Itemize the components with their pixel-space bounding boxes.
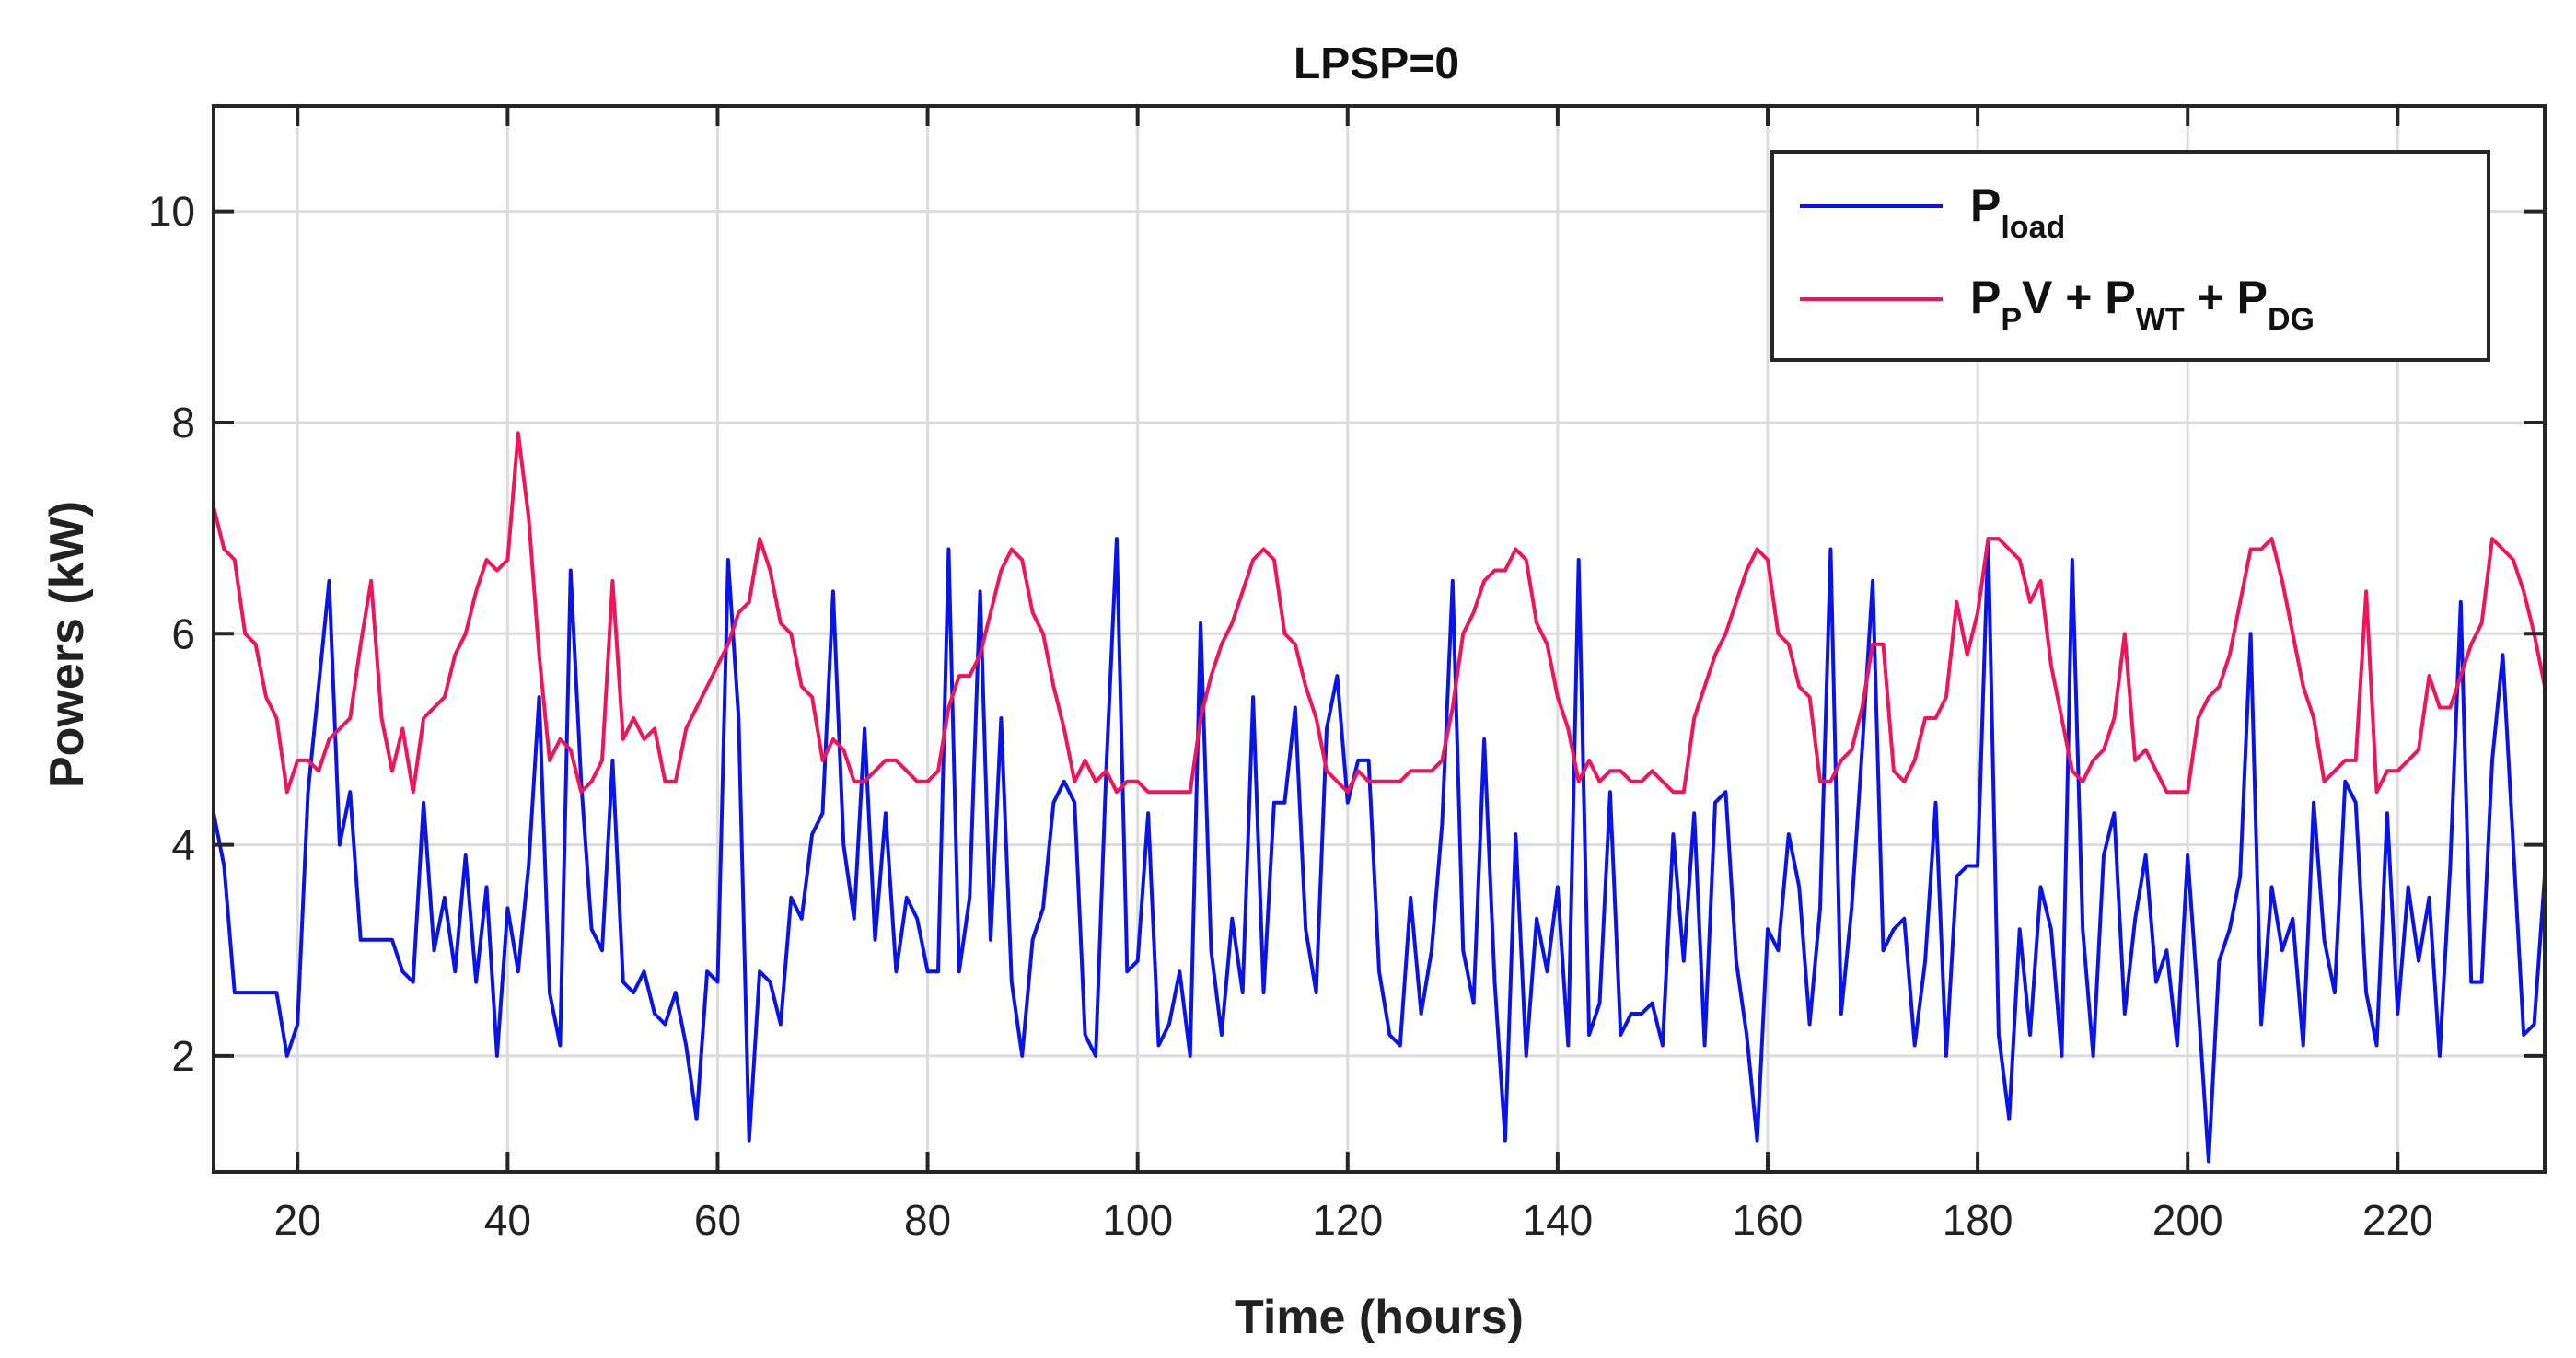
y-tick-label: 8 — [171, 399, 195, 447]
x-axis-label: Time (hours) — [1235, 1291, 1524, 1344]
x-tick-label: 220 — [2362, 1196, 2433, 1244]
x-tick-label: 140 — [1523, 1196, 1594, 1244]
legend-label-supply: PPV + PWT + PDG — [1970, 272, 2315, 337]
chart-title: LPSP=0 — [1294, 40, 1459, 88]
series-layer — [214, 431, 2545, 1164]
x-tick-label: 120 — [1312, 1196, 1383, 1244]
legend-box — [1770, 150, 2490, 362]
y-tick-label: 2 — [171, 1032, 195, 1080]
ticks: 20 40 60 80 100 120 140 160 180 200 220 2 4 6 8 10 — [148, 106, 2545, 1244]
x-tick-label: 180 — [1943, 1196, 2013, 1244]
legend-label-load: Pload — [1970, 180, 2065, 245]
x-tick-label: 40 — [484, 1196, 531, 1244]
x-tick-label: 60 — [694, 1196, 741, 1244]
x-tick-label: 100 — [1102, 1196, 1173, 1244]
x-tick-label: 20 — [274, 1196, 321, 1244]
legend: Pload PPV + PWT + PDG — [1770, 150, 2490, 362]
x-tick-label: 160 — [1733, 1196, 1804, 1244]
x-tick-label: 80 — [904, 1196, 951, 1244]
y-tick-label: 6 — [171, 609, 195, 657]
series-line-supply — [214, 431, 2545, 795]
x-tick-label: 200 — [2152, 1196, 2223, 1244]
y-tick-label: 10 — [148, 188, 195, 236]
series-line-load — [214, 537, 2545, 1164]
plot-frame — [212, 104, 2547, 1174]
y-axis-label: Powers (kW) — [41, 501, 94, 788]
y-tick-label: 4 — [171, 821, 195, 869]
